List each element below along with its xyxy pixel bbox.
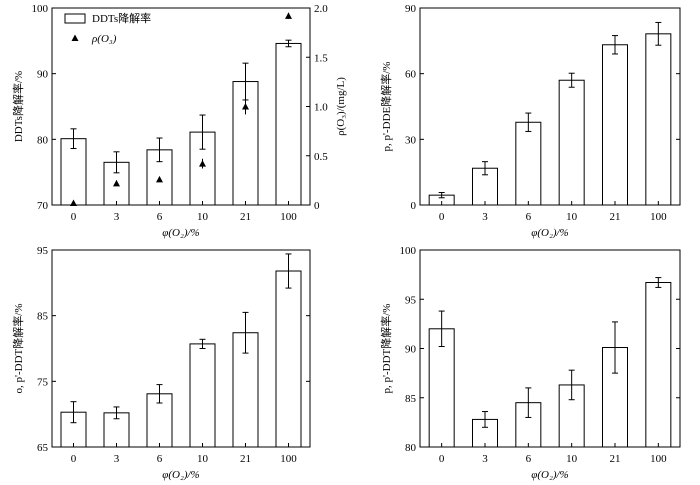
x-axis-title: φ(O₂)/% — [531, 227, 568, 239]
chart-panel-3: 65 75 85 95 0 3 6 10 21 100 φ(O₂)/% o, p'-DDT降解率/% — [11, 245, 311, 481]
y-axis-title: p, p'-DDE降解率/% — [379, 62, 393, 152]
x-tick-label: 21 — [610, 211, 621, 223]
plot-frame — [419, 249, 681, 448]
ozone-point-0 — [70, 199, 77, 207]
ozone-point-100 — [285, 12, 292, 19]
x-tick-label: 10 — [197, 211, 209, 223]
x-tick-label: 0 — [71, 211, 77, 223]
y-tick-label: 85 — [37, 311, 49, 323]
legend-label-bars: DDTs降解率 — [92, 11, 151, 25]
x-tick-label: 6 — [157, 211, 163, 223]
bar-100 — [275, 270, 302, 448]
y-tick-label: 0 — [411, 200, 417, 212]
bar-100 — [275, 42, 302, 206]
x-tick-label: 10 — [566, 453, 578, 465]
chart-panel-2: 0 30 60 90 0 3 6 10 21 100 φ(O₂)/% p, p'-DDE降解率/% — [379, 3, 681, 239]
x-tick-label: 0 — [71, 453, 77, 465]
x-tick-label: 3 — [482, 453, 488, 465]
y-axis-title: DDTs降解率/% — [11, 71, 25, 142]
y-tick-label: 75 — [37, 376, 49, 388]
bar-10 — [558, 79, 585, 206]
y-tick-label: 30 — [405, 134, 417, 146]
bar-10 — [189, 343, 216, 448]
y-axis-title: p, p'-DDT降解率/% — [379, 304, 393, 394]
y-tick-label: 60 — [405, 69, 417, 81]
x-tick-label: 6 — [526, 453, 532, 465]
y-tick-label: 95 — [405, 294, 417, 306]
legend-label-ozone: ρ(O₃) — [91, 33, 117, 45]
ozone-point-6 — [156, 175, 163, 183]
ozone-point-10 — [199, 160, 206, 167]
ozone-point-21 — [242, 103, 249, 110]
y-axis-title: o, p'-DDT降解率/% — [11, 304, 25, 394]
legend: DDTs降解率 ρ(O₃) — [64, 11, 151, 45]
y-tick-label: 90 — [37, 69, 49, 81]
x-tick-label: 21 — [240, 453, 251, 465]
y2-tick-label: 2.0 — [314, 3, 328, 15]
bar-100 — [645, 33, 672, 206]
bar-0 — [428, 328, 455, 448]
x-tick-label: 6 — [526, 211, 532, 223]
bar-21 — [232, 81, 259, 206]
chart-panel-4: 80 85 90 95 100 0 3 6 10 21 100 φ(O₂)/% p, p'-DDT降解率… — [379, 245, 681, 481]
y-tick-label: 100 — [400, 245, 417, 257]
bar-100 — [645, 282, 672, 448]
x-tick-label: 3 — [114, 453, 120, 465]
x-tick-label: 0 — [439, 453, 445, 465]
x-tick-label: 100 — [650, 453, 667, 465]
y-tick-label: 90 — [405, 344, 417, 356]
y-tick-label: 85 — [405, 393, 417, 405]
x-axis-title: φ(O₂)/% — [162, 227, 199, 239]
x-tick-label: 10 — [197, 453, 209, 465]
y2-axis-title: ρ(O₃)/(mg/L) — [335, 77, 347, 136]
chart-panel-1: 70 80 90 100 0 3 6 10 21 100 φ(O₂)/% DDTs降解率/% 0 0.5 1… — [11, 3, 347, 239]
x-tick-label: 21 — [240, 211, 251, 223]
y-tick-label: 70 — [37, 200, 49, 212]
x-axis-title: φ(O₂)/% — [531, 469, 568, 481]
y-tick-label: 95 — [37, 245, 49, 257]
x-tick-label: 3 — [114, 211, 120, 223]
y-tick-label: 65 — [37, 442, 49, 454]
y2-tick-label: 0.5 — [314, 151, 328, 163]
bar-0 — [60, 138, 87, 206]
x-tick-label: 100 — [280, 211, 297, 223]
y2-tick-label: 1.5 — [314, 52, 328, 64]
x-tick-label: 10 — [566, 211, 578, 223]
x-tick-label: 100 — [280, 453, 297, 465]
y-tick-label: 90 — [405, 3, 417, 15]
plot-frame — [419, 7, 681, 206]
y2-tick-label: 1.0 — [314, 102, 328, 114]
y-tick-label: 80 — [405, 442, 417, 454]
y-tick-label: 80 — [37, 134, 49, 146]
legend-triangle-swatch — [71, 34, 79, 41]
bar-6 — [515, 121, 542, 206]
x-tick-label: 0 — [439, 211, 445, 223]
x-tick-label: 6 — [157, 453, 163, 465]
plot-frame — [51, 7, 311, 206]
x-tick-label: 100 — [650, 211, 667, 223]
y2-tick-label: 0 — [314, 200, 320, 212]
ozone-point-3 — [113, 179, 120, 187]
y-tick-label: 100 — [32, 3, 49, 15]
x-tick-label: 21 — [610, 453, 621, 465]
plot-frame — [51, 249, 311, 448]
bar-21 — [602, 44, 628, 206]
x-tick-label: 3 — [482, 211, 488, 223]
legend-bar-swatch — [64, 13, 86, 24]
x-axis-title: φ(O₂)/% — [162, 469, 199, 481]
